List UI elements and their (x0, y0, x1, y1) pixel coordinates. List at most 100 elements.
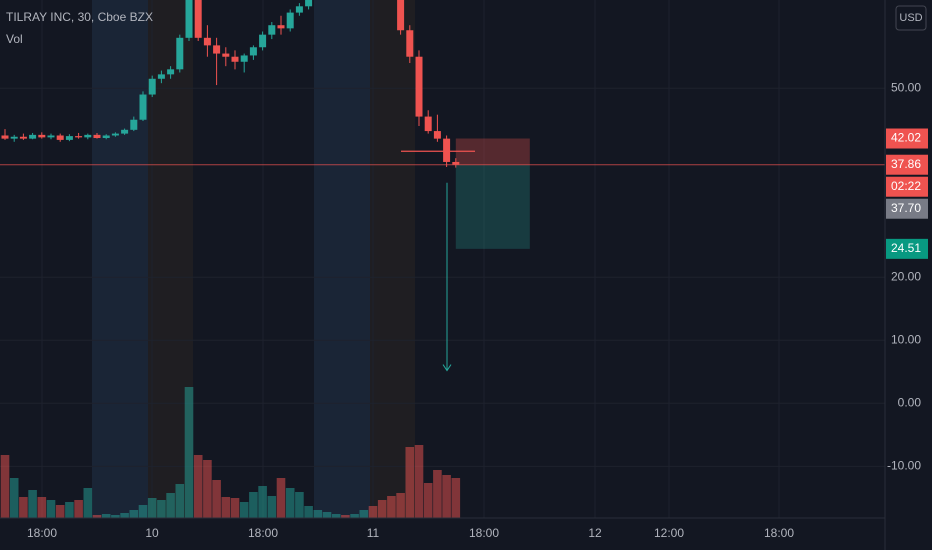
candle-body (29, 134, 37, 139)
stop-label-box (886, 128, 928, 149)
volume-bar (368, 506, 378, 518)
volume-bar (387, 496, 396, 518)
candle-body (268, 25, 276, 35)
candle-body (157, 74, 165, 79)
candle-body (130, 119, 138, 130)
x-tick-label: 12 (588, 526, 602, 540)
volume-bar (129, 510, 139, 518)
volume-bar (377, 500, 387, 518)
volume-bar (451, 478, 461, 518)
candle-body (102, 135, 110, 139)
volume-bar (405, 447, 415, 518)
volume-bar (313, 510, 323, 518)
candle-body (240, 55, 248, 62)
volume-legend: Vol (6, 32, 23, 46)
countdown-label: 02:22 (891, 179, 921, 193)
candle-body (194, 0, 202, 38)
volume-bar (423, 483, 433, 518)
currency-label[interactable]: USD (899, 12, 922, 24)
candle-body (222, 53, 230, 57)
price-label-box (886, 154, 928, 175)
volume-bar (184, 387, 194, 518)
volume-bar (433, 470, 442, 518)
volume-bar (92, 515, 102, 518)
volume-bar (157, 500, 166, 518)
volume-bar (37, 497, 47, 518)
bid-label-box (886, 198, 928, 219)
candle-body (75, 136, 83, 138)
volume-bar (285, 488, 295, 518)
volume-bar (138, 505, 148, 518)
candle-body (111, 133, 119, 136)
volume-bar (221, 497, 231, 518)
candle-body (295, 6, 303, 13)
volume-bar (55, 505, 65, 518)
candle-body (305, 0, 313, 7)
x-tick-label: 12:00 (654, 526, 684, 540)
x-tick-label: 10 (145, 526, 159, 540)
y-tick-label: -10.00 (887, 458, 921, 472)
volume-bar (193, 455, 203, 518)
volume-bar (331, 514, 341, 518)
premarket-band (92, 0, 148, 518)
price-axis: 50.00 20.00 10.00 0.00 -10.00 42.02 37.86 02:22… (886, 80, 928, 472)
candle-body (231, 56, 239, 62)
volume-bar (83, 488, 93, 518)
afterhours-band (370, 0, 415, 518)
volume-bar (276, 478, 286, 518)
x-tick-label: 18:00 (27, 526, 57, 540)
volume-bar (19, 497, 28, 518)
currency-button[interactable] (895, 5, 927, 31)
candle-body (259, 34, 267, 48)
candle-body (1, 135, 9, 139)
candle-body (47, 135, 55, 138)
volume-bar (258, 486, 267, 518)
x-tick-label: 18:00 (764, 526, 794, 540)
x-tick-label: 11 (367, 526, 380, 540)
stop-label: 42.02 (891, 131, 921, 145)
candle-body (433, 131, 441, 139)
price-label: 37.86 (891, 157, 921, 171)
session-bands (92, 0, 415, 518)
candle-body (249, 47, 257, 56)
candle-body (176, 37, 184, 70)
candle-body (185, 0, 193, 38)
countdown-label-box (886, 176, 928, 197)
candle-body (121, 129, 129, 134)
target-label: 24.51 (891, 241, 921, 255)
volume-bar (212, 480, 221, 518)
candle-body (84, 134, 92, 138)
candle-body (406, 30, 414, 57)
x-tick-label: 18:00 (469, 526, 499, 540)
y-tick-label: 0.00 (898, 395, 922, 409)
candle-body (19, 136, 27, 139)
bid-label: 37.70 (891, 201, 921, 215)
volume-bar (46, 500, 56, 518)
volume-bar (175, 484, 185, 518)
grid (0, 0, 885, 518)
volume-bar (111, 515, 120, 518)
candle-body (167, 69, 175, 75)
volume-bar (359, 510, 369, 518)
volume-bar (28, 490, 37, 518)
volume-bar (341, 515, 350, 518)
candle-body (93, 134, 101, 139)
y-tick-label: 20.00 (891, 269, 921, 283)
volume-bar (396, 493, 405, 518)
volume-bar (147, 498, 157, 518)
volume-bar (65, 502, 74, 518)
target-zone (455, 164, 530, 249)
candle-body (139, 94, 147, 120)
candle-body (203, 37, 211, 46)
x-tick-label: 18:00 (248, 526, 278, 540)
volume-bar (166, 493, 175, 518)
volume-bar (120, 513, 129, 518)
candle-body (452, 161, 460, 165)
candle-body (286, 12, 294, 29)
candle-body (443, 138, 451, 162)
y-tick-label: 50.00 (891, 80, 921, 94)
volume-bar (249, 492, 258, 518)
candle-body (213, 45, 221, 54)
volume-bar (239, 502, 249, 518)
